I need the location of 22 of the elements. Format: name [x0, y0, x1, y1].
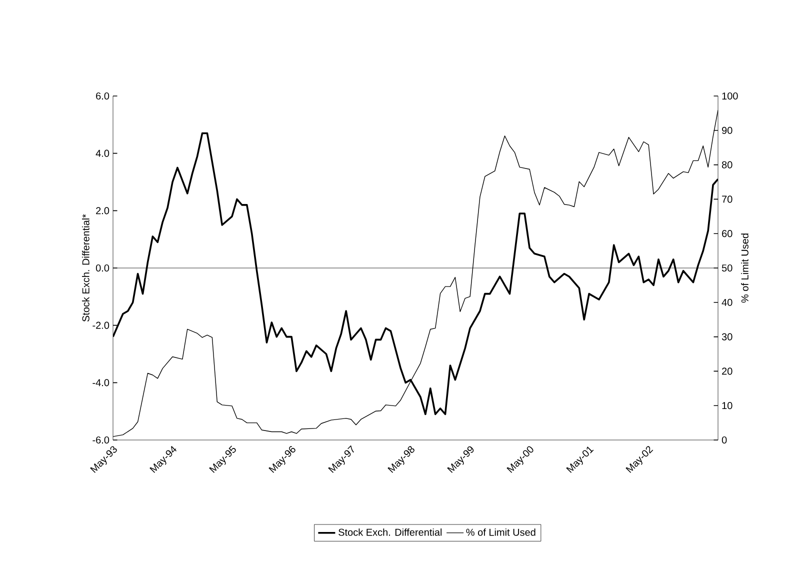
y2-tick-label: 10 — [722, 402, 732, 410]
y-tick-label: 0.0 — [96, 264, 110, 272]
y2-tick-label: 90 — [722, 126, 732, 134]
y2-tick-label: 0 — [722, 436, 727, 444]
y2-tick-label: 30 — [722, 333, 732, 340]
y-axis-title: Stock Exch. Differential* — [82, 214, 90, 322]
y2-axis-title: % of Limit Used — [741, 234, 748, 303]
y-tick-label: -2.0 — [92, 322, 110, 329]
y2-tick-label: 100 — [722, 92, 738, 100]
y-tick-label: -6.0 — [92, 436, 110, 444]
y-tick-label: 6.0 — [96, 92, 110, 100]
y2-tick-label: 40 — [722, 298, 732, 306]
y2-tick-label: 70 — [722, 196, 732, 203]
y2-tick-label: 60 — [722, 230, 732, 238]
y2-tick-label: 80 — [722, 161, 732, 168]
legend-label: % of Limit Used — [466, 528, 536, 536]
y2-tick-label: 20 — [722, 368, 732, 375]
legend-label: Stock Exch. Differential — [338, 528, 442, 536]
y-tick-label: 2.0 — [96, 207, 110, 214]
y-tick-label: 4.0 — [96, 150, 110, 157]
y-tick-label: -4.0 — [92, 379, 110, 386]
y2-tick-label: 50 — [722, 264, 732, 272]
